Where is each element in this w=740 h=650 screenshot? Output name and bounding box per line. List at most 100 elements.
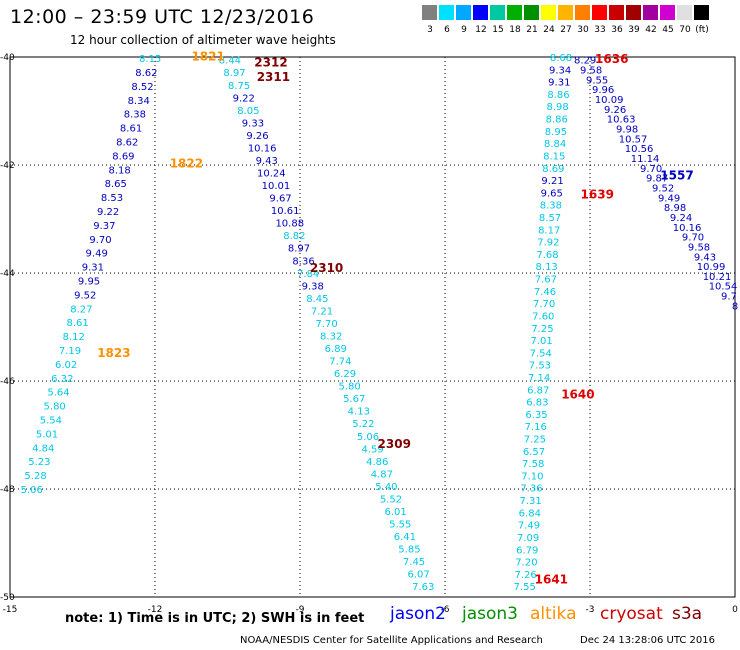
- wave-height-value: 9.52: [652, 183, 674, 194]
- wave-height-value: 9.22: [97, 207, 119, 218]
- wave-height-value: 8.12: [63, 332, 85, 343]
- wave-height-value: 8: [732, 301, 738, 312]
- legend-label: 21: [526, 25, 538, 35]
- wave-height-value: 9.70: [682, 233, 704, 244]
- wave-height-value: 6.01: [384, 507, 406, 518]
- wave-height-value: 9.21: [541, 176, 563, 187]
- footer-note: note: 1) Time is in UTC; 2) SWH is in fe…: [65, 611, 365, 626]
- wave-height-value: 6.84: [519, 508, 541, 519]
- wave-height-value: 8.97: [288, 244, 310, 255]
- legend-label: 45: [662, 25, 674, 35]
- wave-height-value: 9.87: [646, 174, 668, 185]
- wave-height-value: 7.36: [520, 484, 542, 495]
- wave-height-value: 8.97: [223, 68, 245, 79]
- legend-label: 9: [461, 25, 467, 35]
- legend-label: 3: [427, 25, 433, 35]
- wave-height-value: 7.67: [535, 275, 557, 286]
- wave-height-value: 9.24: [670, 213, 692, 224]
- legend-swatch: [694, 5, 709, 20]
- wave-height-value: 10.21: [703, 272, 732, 283]
- wave-height-value: 8.18: [108, 165, 130, 176]
- wave-height-value: 6.41: [394, 532, 416, 543]
- wave-height-value: 8.65: [105, 179, 127, 190]
- wave-height-value: 8.61: [66, 318, 88, 329]
- wave-height-value: 7.10: [521, 471, 543, 482]
- wave-height-value: 5.23: [28, 457, 50, 468]
- plot-frame: [9, 56, 736, 598]
- axis-layer: -15 -12 -9 -6 -3 0 -40 -42 -44 -46 -48 -50: [0, 53, 738, 615]
- wave-height-value: 7.92: [537, 238, 559, 249]
- legend-label: 12: [475, 25, 487, 35]
- wave-height-value: 5.85: [398, 545, 420, 556]
- wave-height-value: 10.24: [257, 169, 286, 180]
- legend-label: 6: [444, 25, 450, 35]
- wave-height-value: 5.40: [375, 482, 397, 493]
- wave-height-value: 10.54: [709, 282, 738, 293]
- wave-height-value: 4.86: [366, 457, 388, 468]
- x-tick-label: -15: [3, 605, 18, 615]
- wave-height-value: 5.80: [338, 382, 360, 393]
- satellite-altika: altika: [530, 604, 577, 624]
- x-tick-label: -6: [441, 605, 450, 615]
- legend-swatch: [592, 5, 607, 20]
- time-label: 1639: [581, 188, 614, 202]
- chart-title: 12:00 – 23:59 UTC 12/23/2016: [10, 6, 315, 28]
- wave-height-value: 9.26: [246, 131, 268, 142]
- wave-height-value: 9.31: [82, 263, 104, 274]
- wave-height-value: 7.74: [329, 357, 351, 368]
- wave-height-value: 8.84: [544, 139, 566, 150]
- credit-line: NOAA/NESDIS Center for Satellite Applica…: [240, 635, 543, 646]
- wave-height-value: 5.54: [40, 415, 62, 426]
- wave-height-value: 4.84: [32, 443, 54, 454]
- wave-height-value: 10.16: [248, 143, 277, 154]
- wave-height-value: 7.46: [534, 287, 556, 298]
- wave-height-value: 7.25: [524, 435, 546, 446]
- wave-height-value: 8.29: [574, 56, 596, 67]
- wave-height-value: 7.45: [403, 557, 425, 568]
- x-tick-label: 0: [732, 605, 738, 615]
- wave-height-value: 7.70: [533, 299, 555, 310]
- time-label: 2312: [254, 55, 287, 69]
- time-label: 2309: [378, 437, 411, 451]
- wave-height-value: 10.63: [607, 115, 636, 126]
- wave-height-value: 8.32: [320, 331, 342, 342]
- wave-height-value: 9.70: [640, 164, 662, 175]
- wave-height-value: 6.02: [55, 360, 77, 371]
- wave-height-value: 8.15: [543, 151, 565, 162]
- satellite-cryosat: cryosat: [600, 604, 663, 624]
- legend-swatch: [490, 5, 505, 20]
- wave-height-value: 8.45: [306, 294, 328, 305]
- wave-height-value: 8.38: [540, 201, 562, 212]
- satellite-jason3: jason3: [462, 604, 518, 624]
- wave-height-value: 10.56: [625, 144, 654, 155]
- wave-height-value: 8.44: [219, 56, 241, 67]
- wave-height-value: 7.60: [532, 311, 554, 322]
- wave-height-value: 8.62: [135, 68, 157, 79]
- wave-height-value: 8.98: [546, 102, 568, 113]
- wave-height-value: 7.49: [518, 521, 540, 532]
- wave-height-value: 6.29: [334, 369, 356, 380]
- wave-height-value: 9.65: [541, 188, 563, 199]
- legend-swatch: [456, 5, 471, 20]
- time-label: 2311: [257, 70, 290, 84]
- wave-height-value: 9.43: [694, 252, 716, 263]
- legend-label: 18: [509, 25, 521, 35]
- legend-label: 27: [560, 25, 572, 35]
- wave-height-value: 8.82: [283, 231, 305, 242]
- wave-height-value: 10.99: [697, 262, 726, 273]
- y-tick-label: -48: [0, 485, 15, 495]
- wave-height-value: 11.14: [631, 154, 660, 165]
- legend-label: 36: [611, 25, 623, 35]
- y-tick-label: -46: [0, 377, 15, 387]
- time-label: 1641: [535, 573, 568, 587]
- satellite-s3a: s3a: [672, 604, 703, 624]
- wave-height-value: 7.84: [297, 269, 319, 280]
- wave-height-value: 7.26: [514, 570, 536, 581]
- wave-height-value: 9.7: [721, 292, 737, 303]
- y-tick-label: -40: [0, 53, 15, 63]
- wave-height-value: 8.13: [536, 262, 558, 273]
- wave-height-value: 6.89: [325, 344, 347, 355]
- wave-height-value: 9.38: [302, 281, 324, 292]
- wave-height-value: 9.58: [688, 242, 710, 253]
- wave-height-value: 9.37: [93, 221, 115, 232]
